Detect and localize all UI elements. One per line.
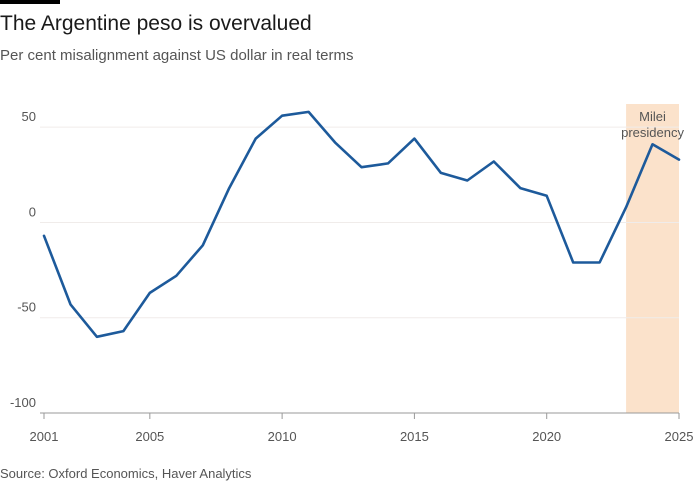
series-line-misalignment [42,110,681,339]
x-tick-label: 2015 [400,429,429,444]
x-tick-label: 2010 [268,429,297,444]
chart-title: The Argentine peso is overvalued [0,12,312,35]
milei-presidency-band [626,104,679,413]
x-tick-label: 2020 [532,429,561,444]
shaded-band-layer [626,104,679,413]
y-tick-label: -50 [17,300,36,315]
series-layer [42,110,681,339]
annotation-label-line: presidency [621,125,684,140]
source-note: Source: Oxford Economics, Haver Analytic… [0,466,252,481]
x-tick-label: 2025 [665,429,694,444]
chart-subtitle: Per cent misalignment against US dollar … [0,47,354,64]
annotation-label: Milei presidency [621,109,684,140]
x-tick-label: 2001 [30,429,59,444]
axis-layer: 50 0 -50 -100 2001 2005 2010 2015 2020 2025 [10,109,693,444]
y-tick-label: -100 [10,395,36,410]
x-tick-label: 2005 [135,429,164,444]
annotation-label-line: Milei [639,109,666,124]
y-tick-label: 0 [29,204,36,219]
gridline-layer [40,126,679,414]
brand-bar [0,0,60,4]
annotation-layer: Milei presidency [621,109,684,140]
y-tick-label: 50 [22,109,36,124]
